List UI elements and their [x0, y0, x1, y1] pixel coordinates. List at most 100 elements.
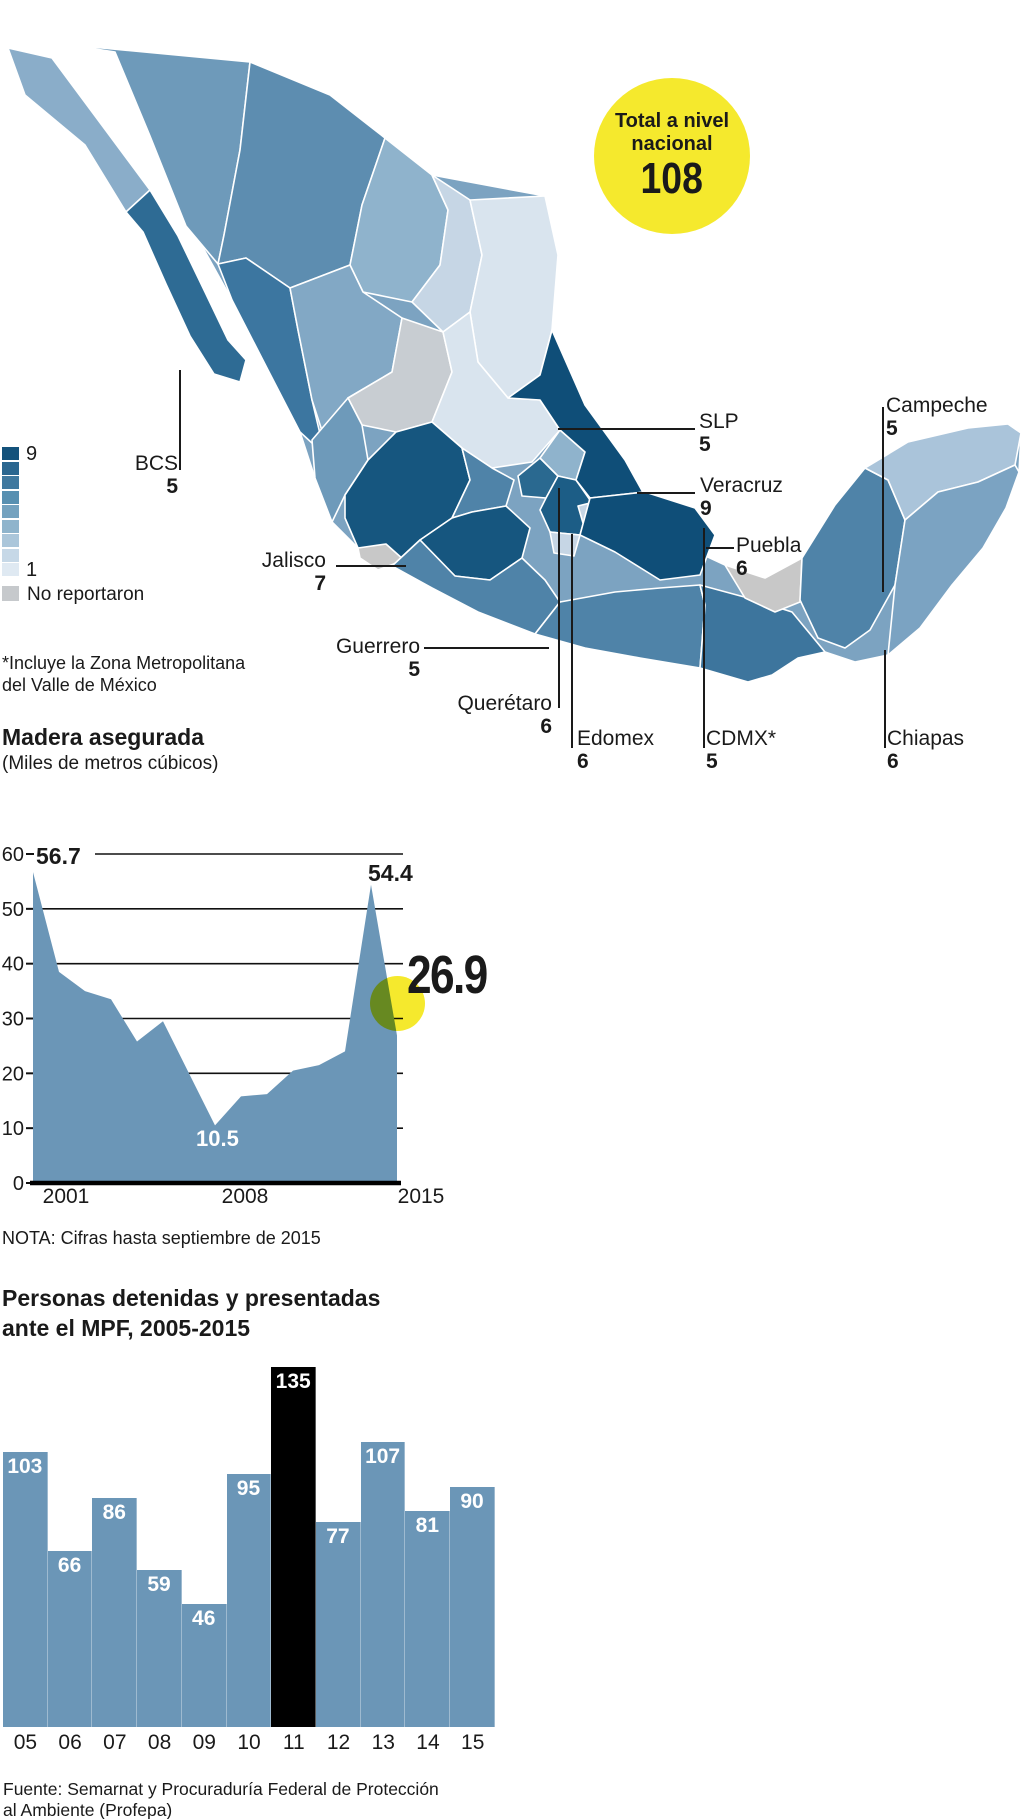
annotation-2014-value: 54.4: [368, 860, 413, 886]
bar-12: 77: [316, 1521, 361, 1727]
area-chart: 0 10 20 30 40 50 60 2001 2008 2015: [2, 844, 445, 1208]
callout-line-edomex: [571, 534, 573, 748]
x-tick-label: 2001: [43, 1185, 90, 1208]
bar-value-label: 77: [326, 1524, 350, 1548]
y-tick-label: 0: [13, 1173, 24, 1195]
chart-note: NOTA: Cifras hasta septiembre de 2015: [2, 1228, 321, 1248]
legend-swatch: [2, 548, 19, 562]
map-label-puebla: Puebla 6: [736, 534, 802, 580]
state-tabasco: [724, 557, 803, 613]
bar-value-label: 107: [365, 1444, 401, 1468]
bar-06: 66: [47, 1551, 93, 1727]
bar-x-label: 06: [58, 1731, 82, 1754]
bar-07: 86: [92, 1497, 138, 1727]
map-label-cdmx: CDMX* 5: [706, 727, 777, 773]
source-note: Fuente: Semarnat y Procuraduría Federal …: [3, 1779, 439, 1819]
bar-value-label: 46: [192, 1607, 216, 1631]
bar-chart: 103 66 86 59 46 95 135 77 107 81 90: [3, 1367, 495, 1727]
bar-value-label: 81: [415, 1514, 439, 1537]
bar-value-label: 66: [57, 1554, 82, 1577]
callout-line-campeche: [882, 407, 884, 592]
bar-value-label: 59: [147, 1572, 171, 1596]
map-label-chiapas: Chiapas 6: [887, 727, 965, 773]
bar-x-label: 13: [371, 1731, 395, 1754]
legend-min-label: 1: [26, 559, 38, 581]
area-chart-title: Madera asegurada: [2, 724, 204, 750]
map-label-bcs: BCS 5: [134, 452, 178, 498]
map-footnote: *Incluye la Zona Metropolitana del Valle…: [2, 653, 246, 695]
legend-no-data-swatch: [2, 586, 19, 601]
bar-05: 103: [3, 1452, 48, 1727]
legend-swatch: [2, 461, 19, 475]
y-tick-label: 60: [2, 844, 24, 866]
y-tick-label: 40: [2, 954, 24, 976]
bar-value-label: 95: [236, 1476, 261, 1500]
annotation-2015-value: 26.9: [407, 945, 488, 1005]
bar-chart-title: Personas detenidas y presentadas ante el…: [2, 1285, 381, 1341]
y-tick-label: 30: [2, 1009, 24, 1031]
y-tick-label: 10: [2, 1118, 24, 1140]
x-tick-label: 2008: [222, 1185, 269, 1208]
y-tick-label: 20: [2, 1063, 24, 1085]
state-sinaloa: [217, 257, 326, 456]
bar-11: 135: [271, 1367, 317, 1727]
bar-value-label: 86: [102, 1500, 126, 1524]
callout-line-queretaro: [558, 488, 560, 708]
map-label-guerrero: Guerrero 5: [335, 635, 420, 681]
bar-x-label: 08: [147, 1731, 172, 1754]
state-baja-california-sur: [125, 189, 247, 383]
map-legend-scale: [2, 447, 19, 578]
legend-swatch: [2, 490, 19, 504]
callout-line-chiapas: [884, 650, 886, 748]
bar-x-label: 14: [416, 1731, 440, 1754]
bar-15: 90: [450, 1487, 495, 1727]
map-label-edomex: Edomex 6: [577, 727, 655, 773]
bar-x-label: 15: [461, 1731, 485, 1754]
badge-value: 108: [640, 154, 704, 203]
area-chart-subtitle: (Miles de metros cúbicos): [2, 753, 219, 774]
bar-x-label: 05: [13, 1731, 38, 1754]
callout-line-slp: [558, 428, 695, 430]
map-label-queretaro: Querétaro 6: [457, 692, 552, 738]
mexico-map: [7, 44, 1022, 683]
highlight-circle: [370, 976, 425, 1031]
area-series: [33, 872, 397, 1183]
legend-swatch: [2, 476, 19, 489]
national-total-badge: Total a nivel nacional 108: [594, 78, 750, 234]
state-morelos: [549, 531, 581, 557]
bar-value-label: 103: [7, 1455, 43, 1479]
bar-value-label: 135: [275, 1370, 311, 1393]
map-label-campeche: Campeche 5: [886, 394, 988, 440]
state-san-luis-potosi: [431, 311, 561, 469]
callout-line-puebla: [706, 547, 734, 549]
callout-line-veracruz: [637, 492, 695, 494]
bar-x-label: 07: [103, 1731, 127, 1754]
map-label-jalisco: Jalisco 7: [261, 549, 326, 595]
legend-max-label: 9: [26, 443, 38, 465]
bar-x-label: 12: [326, 1731, 351, 1754]
bar-14: 81: [405, 1511, 451, 1727]
bar-13: 107: [360, 1441, 406, 1727]
callout-line-cdmx: [703, 528, 705, 748]
bar-09: 46: [181, 1604, 227, 1727]
bar-x-label: 09: [192, 1731, 216, 1754]
legend-swatch: [2, 505, 19, 518]
bar-08: 59: [137, 1569, 182, 1727]
bar-x-label: 10: [237, 1731, 261, 1754]
badge-line1: Total a nivel: [614, 110, 730, 132]
x-tick-label: 2015: [398, 1185, 445, 1208]
legend-swatch: [2, 519, 19, 533]
bar-10: 95: [226, 1473, 272, 1727]
legend-swatch: [2, 534, 19, 547]
callout-line-bcs: [179, 370, 181, 470]
bar-value-label: 90: [460, 1490, 484, 1513]
annotation-2001-value: 56.7: [36, 843, 81, 869]
state-guerrero: [391, 539, 561, 635]
legend-swatch: [2, 563, 19, 576]
state-puebla: [579, 491, 716, 581]
annotation-2008-value: 10.5: [196, 1126, 239, 1151]
state-quintana-roo: [887, 464, 1020, 656]
y-tick-label: 50: [2, 899, 24, 921]
bar-x-label: 11: [282, 1731, 305, 1754]
